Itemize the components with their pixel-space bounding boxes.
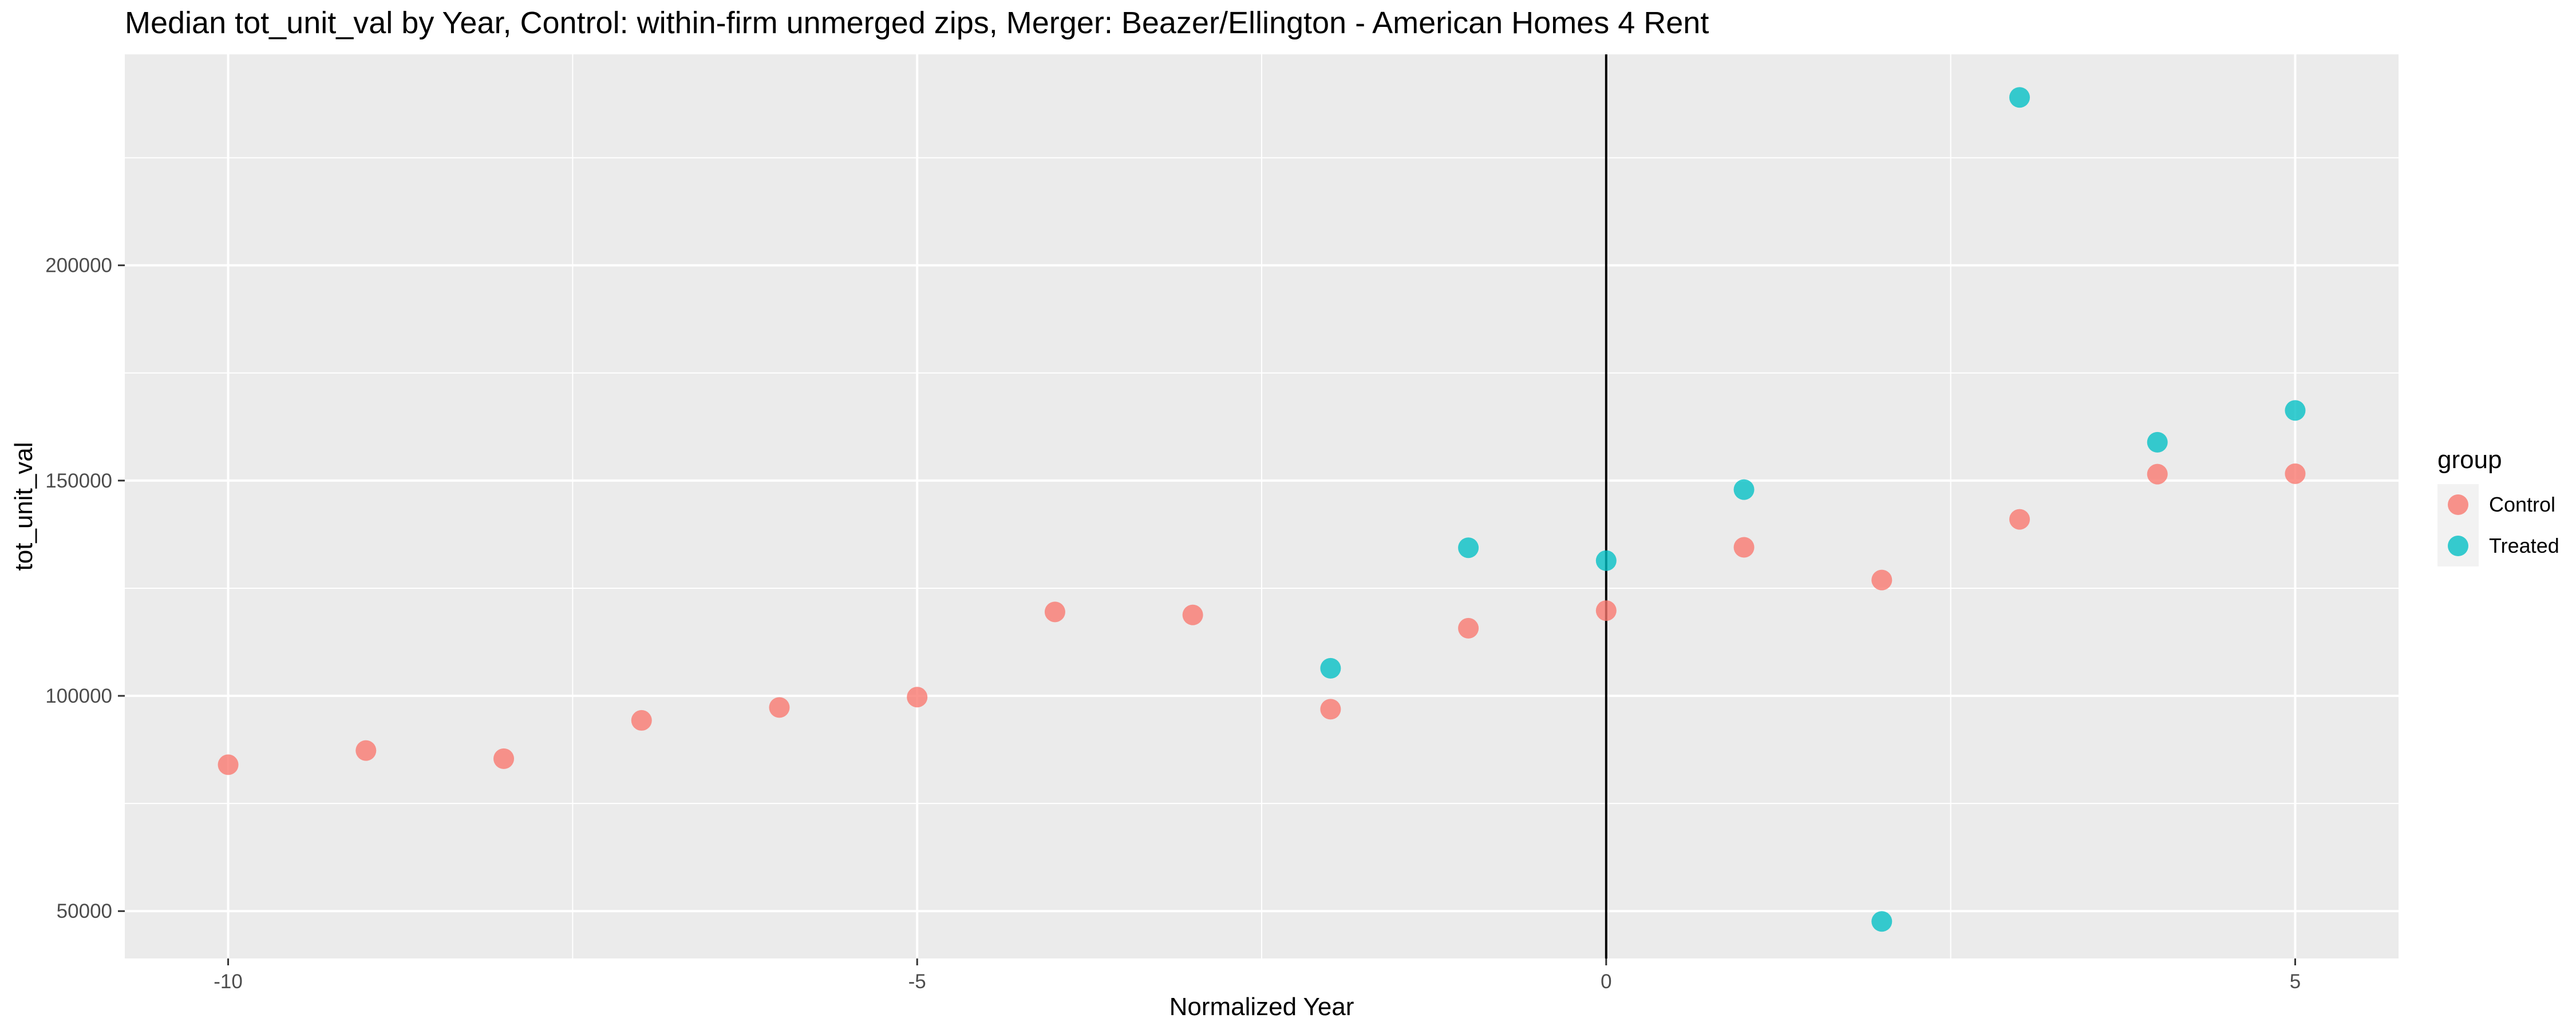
point-control-10 bbox=[1595, 600, 1617, 621]
point-treated-5 bbox=[2009, 87, 2030, 108]
x-tick-label-1: -5 bbox=[908, 970, 926, 993]
point-treated-7 bbox=[2285, 400, 2306, 421]
y-axis: 50000 100000 150000 200000 bbox=[45, 255, 125, 922]
point-treated-6 bbox=[2147, 431, 2168, 453]
legend-label-control: Control bbox=[2489, 493, 2555, 516]
legend-items: Control Treated bbox=[2437, 484, 2559, 566]
point-control-5 bbox=[907, 687, 928, 708]
point-control-14 bbox=[2147, 464, 2168, 485]
point-control-2 bbox=[493, 748, 514, 769]
point-control-4 bbox=[769, 697, 790, 718]
point-control-3 bbox=[631, 710, 652, 731]
point-control-1 bbox=[355, 740, 377, 761]
point-treated-1 bbox=[1458, 537, 1479, 558]
point-control-13 bbox=[2009, 509, 2030, 530]
point-control-8 bbox=[1320, 699, 1341, 720]
point-control-15 bbox=[2285, 463, 2306, 484]
x-axis: -10 -5 0 5 bbox=[214, 958, 2301, 993]
legend-title: group bbox=[2437, 446, 2502, 474]
grid-minor bbox=[125, 54, 2399, 958]
y-tick-label-1: 100000 bbox=[45, 685, 112, 707]
point-control-12 bbox=[1871, 569, 1893, 591]
point-control-0 bbox=[218, 754, 239, 775]
point-treated-0 bbox=[1320, 657, 1341, 679]
x-tick-label-3: 5 bbox=[2290, 970, 2301, 993]
point-control-6 bbox=[1044, 601, 1065, 623]
legend: group Control Treated bbox=[2437, 446, 2559, 566]
x-axis-title: Normalized Year bbox=[1170, 993, 1354, 1021]
y-axis-title: tot_unit_val bbox=[10, 442, 38, 571]
chart-title: Median tot_unit_val by Year, Control: wi… bbox=[125, 6, 1709, 40]
point-treated-2 bbox=[1595, 550, 1617, 571]
y-tick-label-2: 150000 bbox=[45, 470, 112, 492]
point-treated-3 bbox=[1733, 479, 1755, 500]
legend-key-treated bbox=[2448, 536, 2468, 556]
data-points bbox=[218, 87, 2306, 932]
x-tick-label-0: -10 bbox=[214, 970, 243, 993]
point-control-7 bbox=[1182, 604, 1203, 625]
y-tick-label-3: 200000 bbox=[45, 255, 112, 277]
point-control-9 bbox=[1458, 617, 1479, 639]
point-control-11 bbox=[1733, 537, 1755, 558]
y-tick-label-0: 50000 bbox=[57, 900, 112, 922]
legend-key-control bbox=[2448, 494, 2468, 515]
legend-label-treated: Treated bbox=[2489, 534, 2559, 557]
point-treated-4 bbox=[1871, 911, 1893, 932]
x-tick-label-2: 0 bbox=[1601, 970, 1611, 993]
